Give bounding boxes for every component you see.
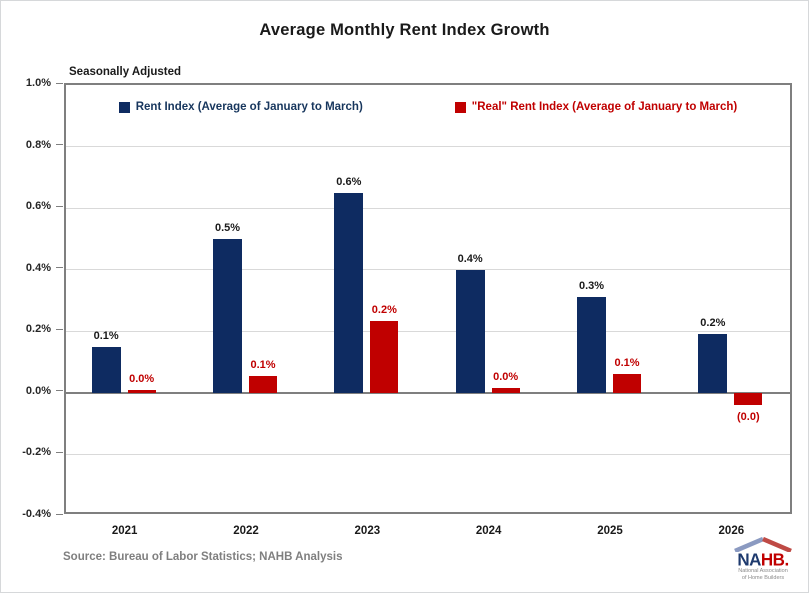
bar-value-label: 0.4% (457, 252, 483, 265)
bar-real-rent-index (370, 320, 399, 393)
plot-area: Rent Index (Average of January to March)… (64, 83, 792, 514)
bar-value-label: 0.1% (250, 358, 276, 371)
legend-marker-red-square-icon (454, 101, 466, 113)
legend-label-rent-index: Rent Index (Average of January to March) (135, 101, 363, 113)
x-tick-label: 2021 (111, 525, 138, 537)
bar-value-label: 0.0% (493, 371, 519, 384)
legend-item-real-rent-index: "Real" Rent Index (Average of January to… (454, 101, 738, 113)
bar-value-label: 0.3% (578, 280, 605, 293)
y-tick-label: -0.2% (22, 446, 51, 459)
source-note: Source: Bureau of Labor Statistics; NAHB… (63, 551, 343, 563)
nahb-logo: NAHB. National Association of Home Build… (727, 537, 799, 589)
legend-item-rent-index: Rent Index (Average of January to March) (118, 101, 363, 113)
bar-value-label: 0.6% (336, 175, 362, 188)
gridline (66, 453, 790, 455)
zero-line (66, 391, 790, 394)
gridline (66, 146, 790, 148)
nahb-logo-text-na: NA (737, 549, 761, 570)
y-tick-label: 0.4% (25, 261, 51, 274)
bar-real-rent-index (249, 375, 277, 393)
bar-value-label: 0.2% (371, 303, 397, 316)
bar-value-label: 0.2% (700, 317, 726, 330)
bar-real-rent-index (734, 392, 763, 406)
y-tick-mark (56, 390, 63, 392)
bar-rent-index (698, 334, 728, 393)
y-tick-mark (56, 144, 63, 146)
x-tick-label: 2024 (475, 525, 502, 537)
nahb-tagline-line2: of Home Builders (741, 574, 785, 581)
nahb-logo-tagline: National Association of Home Builders (738, 568, 788, 581)
y-axis: 1.0% 0.8% 0.6% 0.4% 0.2% 0.0% -0.2% -0.4% (1, 77, 63, 520)
bar-value-label: (0.0) (737, 411, 760, 424)
gridline (66, 207, 790, 209)
bar-rent-index (577, 297, 606, 393)
bar-real-rent-index (127, 389, 156, 393)
y-tick-mark (56, 328, 63, 330)
x-tick-label: 2026 (718, 525, 745, 537)
y-tick-label: -0.4% (22, 508, 51, 520)
bar-real-rent-index (613, 374, 641, 393)
nahb-logo-text: NAHB. (737, 549, 789, 570)
y-tick-mark (56, 451, 63, 453)
gridline (66, 330, 790, 332)
bar-value-label: 0.0% (129, 372, 155, 385)
bar-rent-index (334, 192, 364, 393)
x-tick-label: 2022 (233, 525, 259, 537)
y-tick-label: 0.0% (25, 384, 51, 397)
bar-rent-index (213, 238, 242, 393)
y-tick-mark (56, 513, 63, 515)
chart-subtitle: Seasonally Adjusted (69, 66, 182, 78)
legend: Rent Index (Average of January to March)… (66, 101, 790, 113)
bar-rent-index (455, 269, 485, 393)
bar-value-label: 0.5% (214, 221, 241, 234)
bar-value-label: 0.1% (614, 357, 640, 370)
y-tick-label: 0.6% (25, 200, 51, 213)
nahb-roof-icon (734, 537, 792, 552)
x-tick-label: 2025 (597, 525, 623, 537)
legend-label-real-rent-index: "Real" Rent Index (Average of January to… (471, 101, 738, 113)
y-tick-label: 0.2% (25, 323, 51, 336)
bar-value-label: 0.1% (93, 329, 119, 342)
nahb-tagline-line1: National Association (738, 568, 788, 575)
y-tick-mark (56, 82, 63, 84)
y-tick-mark (56, 267, 63, 269)
nahb-logo-text-hb: HB. (760, 549, 789, 570)
y-tick-mark (56, 205, 63, 207)
bar-rent-index (91, 346, 121, 393)
x-tick-label: 2023 (354, 525, 381, 537)
y-tick-label: 0.8% (25, 138, 51, 151)
gridline (66, 269, 790, 271)
legend-marker-blue-square-icon (118, 101, 130, 113)
bar-real-rent-index (491, 388, 520, 393)
chart-title: Average Monthly Rent Index Growth (259, 21, 550, 39)
y-tick-label: 1.0% (25, 77, 51, 89)
